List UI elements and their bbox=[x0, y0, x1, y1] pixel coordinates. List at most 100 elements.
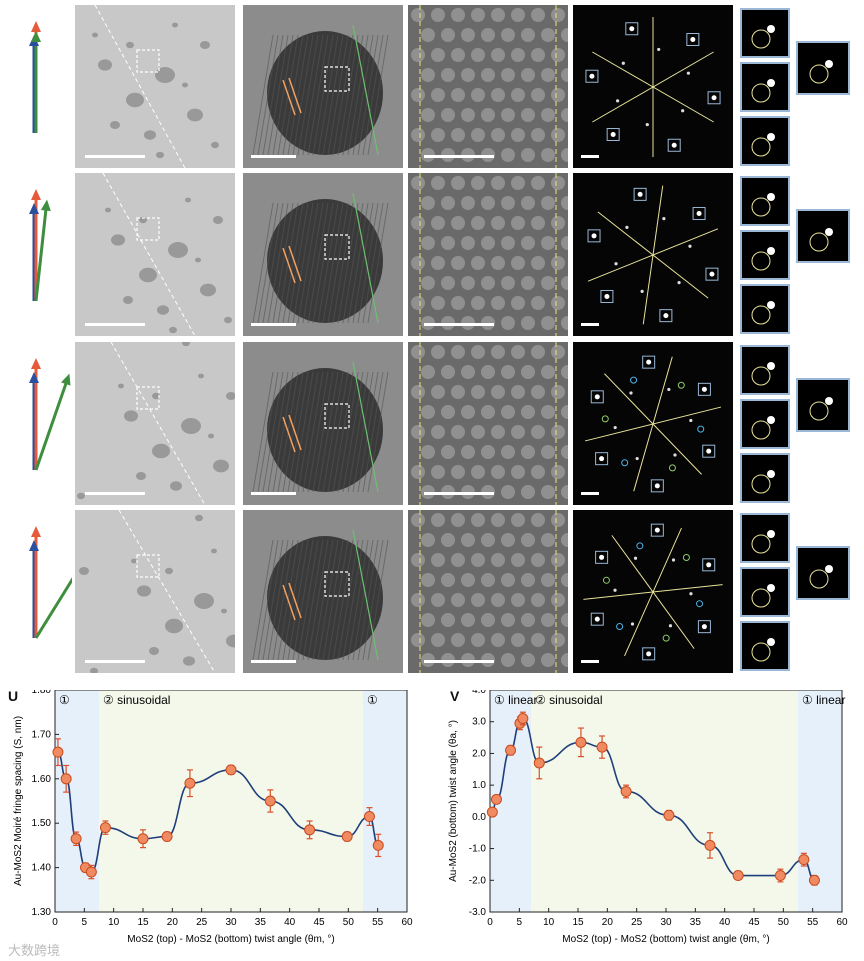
lattice-fringe bbox=[257, 34, 279, 156]
moire-spot bbox=[451, 553, 465, 567]
moire-spot bbox=[481, 108, 495, 122]
nanoparticle bbox=[149, 647, 159, 655]
moire-spot bbox=[511, 88, 525, 102]
moire-spot bbox=[471, 385, 485, 399]
region-box bbox=[324, 571, 350, 597]
figure-row bbox=[0, 510, 864, 673]
diffraction-spot bbox=[613, 588, 617, 592]
lattice-fringe bbox=[257, 202, 279, 324]
data-point bbox=[490, 793, 502, 805]
moire-spot bbox=[431, 385, 445, 399]
spot-box bbox=[697, 382, 711, 396]
moire-spot bbox=[431, 296, 445, 310]
diffraction-spot bbox=[688, 244, 692, 248]
moire-spot bbox=[441, 236, 455, 250]
moire-zoom bbox=[408, 173, 568, 336]
lattice-fringe bbox=[292, 202, 314, 324]
lattice-fringe bbox=[252, 539, 274, 661]
data-point bbox=[517, 713, 529, 725]
moire-spot bbox=[431, 593, 445, 607]
moire-spot bbox=[511, 513, 525, 527]
lattice-fringe bbox=[307, 202, 329, 324]
moire-spot bbox=[541, 148, 555, 162]
data-point bbox=[341, 831, 353, 843]
angle-panel bbox=[0, 510, 72, 673]
symmetry-line bbox=[584, 406, 722, 442]
diffraction-spot bbox=[671, 558, 676, 562]
lattice-fringe bbox=[287, 539, 309, 661]
lattice-fringe bbox=[367, 34, 389, 156]
spot-box bbox=[667, 138, 681, 152]
symmetry-line bbox=[592, 51, 714, 123]
nanoparticle bbox=[170, 481, 182, 491]
diffraction-spot bbox=[635, 456, 639, 461]
lattice-fringe bbox=[307, 34, 329, 156]
x-tick-label: 50 bbox=[343, 917, 355, 928]
diffraction-inset bbox=[740, 345, 790, 395]
diffraction-spot bbox=[589, 73, 595, 79]
diffraction-spot bbox=[681, 109, 685, 113]
moire-spot bbox=[431, 216, 445, 230]
lattice-fringe bbox=[332, 202, 354, 324]
nanoparticle bbox=[123, 296, 133, 304]
nanoparticle bbox=[98, 59, 112, 71]
moire-spot bbox=[451, 8, 465, 22]
figure-row bbox=[0, 173, 864, 336]
indexed-spot-ring bbox=[696, 600, 704, 608]
moire-spot bbox=[461, 236, 475, 250]
moire-spot bbox=[541, 108, 555, 122]
inset-spot bbox=[767, 301, 775, 309]
lattice-fringe bbox=[327, 539, 349, 661]
moire-spot bbox=[521, 573, 535, 587]
nanoparticle bbox=[213, 216, 223, 224]
au-arrow-head bbox=[61, 373, 71, 386]
lattice-fringe bbox=[267, 202, 289, 324]
moire-spot bbox=[411, 176, 425, 190]
chart-u: 0 5 10 15 20 25 30 35 40 45 50 55 60 1.30 1.40 1.50 1.60… bbox=[13, 690, 413, 945]
au-layer-arrow bbox=[34, 205, 48, 302]
indexed-spot-ring bbox=[602, 576, 610, 584]
moire-spot bbox=[481, 405, 495, 419]
dg100-line bbox=[352, 192, 379, 324]
lattice-fringe bbox=[337, 202, 359, 324]
moire-spot bbox=[541, 276, 555, 290]
data-point bbox=[70, 833, 82, 845]
moire-spot bbox=[561, 365, 568, 379]
moire-spot bbox=[491, 633, 505, 647]
top-arrow-head bbox=[31, 189, 41, 200]
diffraction-inset bbox=[740, 8, 790, 58]
moire-spot bbox=[471, 465, 485, 479]
inset-spot bbox=[767, 470, 775, 478]
hrtem-particle bbox=[243, 510, 403, 673]
moire-spot bbox=[521, 365, 535, 379]
lattice-fringe bbox=[347, 34, 369, 156]
moire-spot bbox=[541, 573, 555, 587]
moire-spot bbox=[481, 533, 495, 547]
moire-spot bbox=[531, 593, 545, 607]
moire-spot bbox=[491, 48, 505, 62]
lattice-fringe bbox=[362, 371, 384, 493]
inset-spots bbox=[751, 79, 775, 103]
nanoparticle bbox=[155, 67, 175, 83]
twist-arrows bbox=[29, 21, 41, 133]
nanoparticle bbox=[152, 392, 160, 400]
moire-spot bbox=[491, 216, 505, 230]
scale-bar bbox=[581, 660, 599, 663]
lattice-fringe bbox=[327, 371, 349, 493]
dga-line-1 bbox=[282, 584, 296, 621]
moire-spot bbox=[551, 128, 565, 142]
data-point bbox=[663, 809, 675, 821]
x-tick-label: 40 bbox=[284, 917, 296, 928]
lattice-fringe bbox=[272, 539, 294, 661]
inset-spot bbox=[767, 25, 775, 33]
y-tick-label: 1.80 bbox=[32, 690, 52, 696]
moire-spot bbox=[521, 485, 535, 499]
indexed-spot-ring bbox=[630, 376, 638, 384]
indexed-spot-ring bbox=[682, 554, 690, 562]
moire-spot bbox=[531, 216, 545, 230]
lattice-fringe bbox=[357, 539, 379, 661]
twist-arrows bbox=[29, 358, 71, 471]
lattice-fringe bbox=[347, 371, 369, 493]
moire-spot bbox=[471, 296, 485, 310]
diffraction-inset bbox=[740, 399, 790, 449]
